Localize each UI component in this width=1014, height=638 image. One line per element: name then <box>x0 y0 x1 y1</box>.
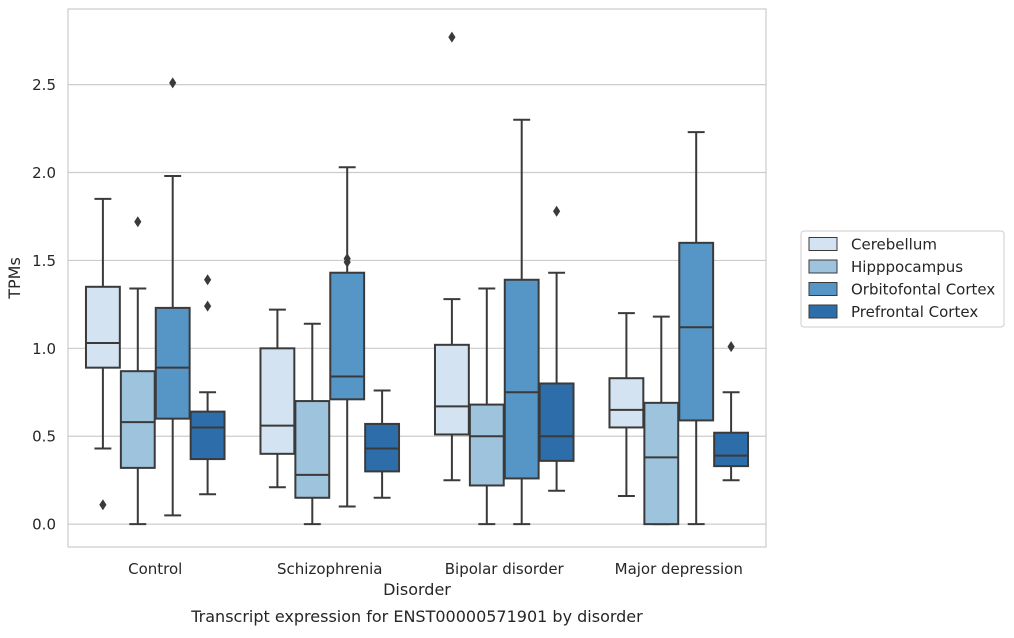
box-body <box>608 377 645 429</box>
box-body <box>84 285 121 369</box>
y-tick-labels: 0.0 0.5 1.0 1.5 2.0 2.5 <box>32 76 56 534</box>
box-2-3 <box>538 205 575 492</box>
box-body <box>259 347 296 455</box>
chart-caption: Transcript expression for ENST0000057190… <box>190 607 643 626</box>
box-body <box>329 271 366 401</box>
x-tick-label: Control <box>128 560 182 578</box>
box-0-2 <box>154 77 191 517</box>
legend-label: Orbitofontal Cortex <box>851 281 995 299</box>
box-3-3 <box>713 341 750 482</box>
x-tick-label: Major depression <box>615 560 743 578</box>
outlier-point <box>169 77 177 89</box>
x-tick-label: Bipolar disorder <box>445 560 565 578</box>
box-3-1 <box>643 315 680 526</box>
outlier-point <box>448 31 456 43</box>
box-body <box>468 403 505 487</box>
y-tick-label: 2.0 <box>32 164 56 182</box>
outlier-point <box>204 300 212 312</box>
box-2-2 <box>503 118 540 526</box>
box-1-2 <box>329 166 366 508</box>
legend-label: Hipppocampus <box>851 258 963 276</box>
outlier-point <box>553 205 561 217</box>
box-1-3 <box>364 389 401 499</box>
box-body <box>503 278 540 480</box>
outlier-point <box>134 216 142 228</box>
box-body <box>538 382 575 462</box>
legend-label: Prefrontal Cortex <box>851 303 978 321</box>
box-body <box>433 343 470 436</box>
y-tick-label: 1.5 <box>32 252 56 270</box>
boxes <box>84 31 750 526</box>
y-tick-label: 2.5 <box>32 76 56 94</box>
outlier-point <box>99 499 107 511</box>
box-2-1 <box>468 287 505 526</box>
legend-items: Cerebellum Hipppocampus Orbitofontal Corte… <box>808 236 995 321</box>
box-body <box>678 241 715 422</box>
y-tick-label: 0.5 <box>32 428 56 446</box>
box-0-1 <box>119 216 156 526</box>
box-body <box>294 400 331 499</box>
legend-label: Cerebellum <box>851 236 937 254</box>
legend-swatch <box>808 304 838 319</box>
legend-swatch <box>808 259 838 274</box>
x-tick-label: Schizophrenia <box>277 560 382 578</box>
outlier-point <box>343 253 351 265</box>
box-3-0 <box>608 312 645 498</box>
box-body <box>189 410 226 461</box>
box-body <box>643 401 680 526</box>
box-1-1 <box>294 322 331 526</box>
x-axis-label: Disorder <box>383 580 451 599</box>
box-3-2 <box>678 131 715 526</box>
box-body <box>713 431 750 468</box>
box-1-0 <box>259 308 296 489</box>
outlier-point <box>727 341 735 353</box>
box-body <box>119 370 156 469</box>
y-axis-label: TPMs <box>5 257 24 300</box>
legend-frame <box>800 230 1005 328</box>
legend-swatch <box>808 237 838 251</box>
outlier-point <box>204 274 212 286</box>
plot-frame <box>67 8 767 548</box>
legend: Cerebellum Hipppocampus Orbitofontal Corte… <box>800 230 1005 328</box>
box-0-3 <box>189 274 226 496</box>
box-0-0 <box>84 197 121 511</box>
legend-swatch <box>808 282 838 296</box>
y-tick-label: 0.0 <box>32 516 56 534</box>
x-tick-labels: Control Schizophrenia Bipolar disorder Majo… <box>128 560 743 578</box>
box-2-0 <box>433 31 470 482</box>
y-tick-label: 1.0 <box>32 340 56 358</box>
box-body <box>154 306 191 420</box>
